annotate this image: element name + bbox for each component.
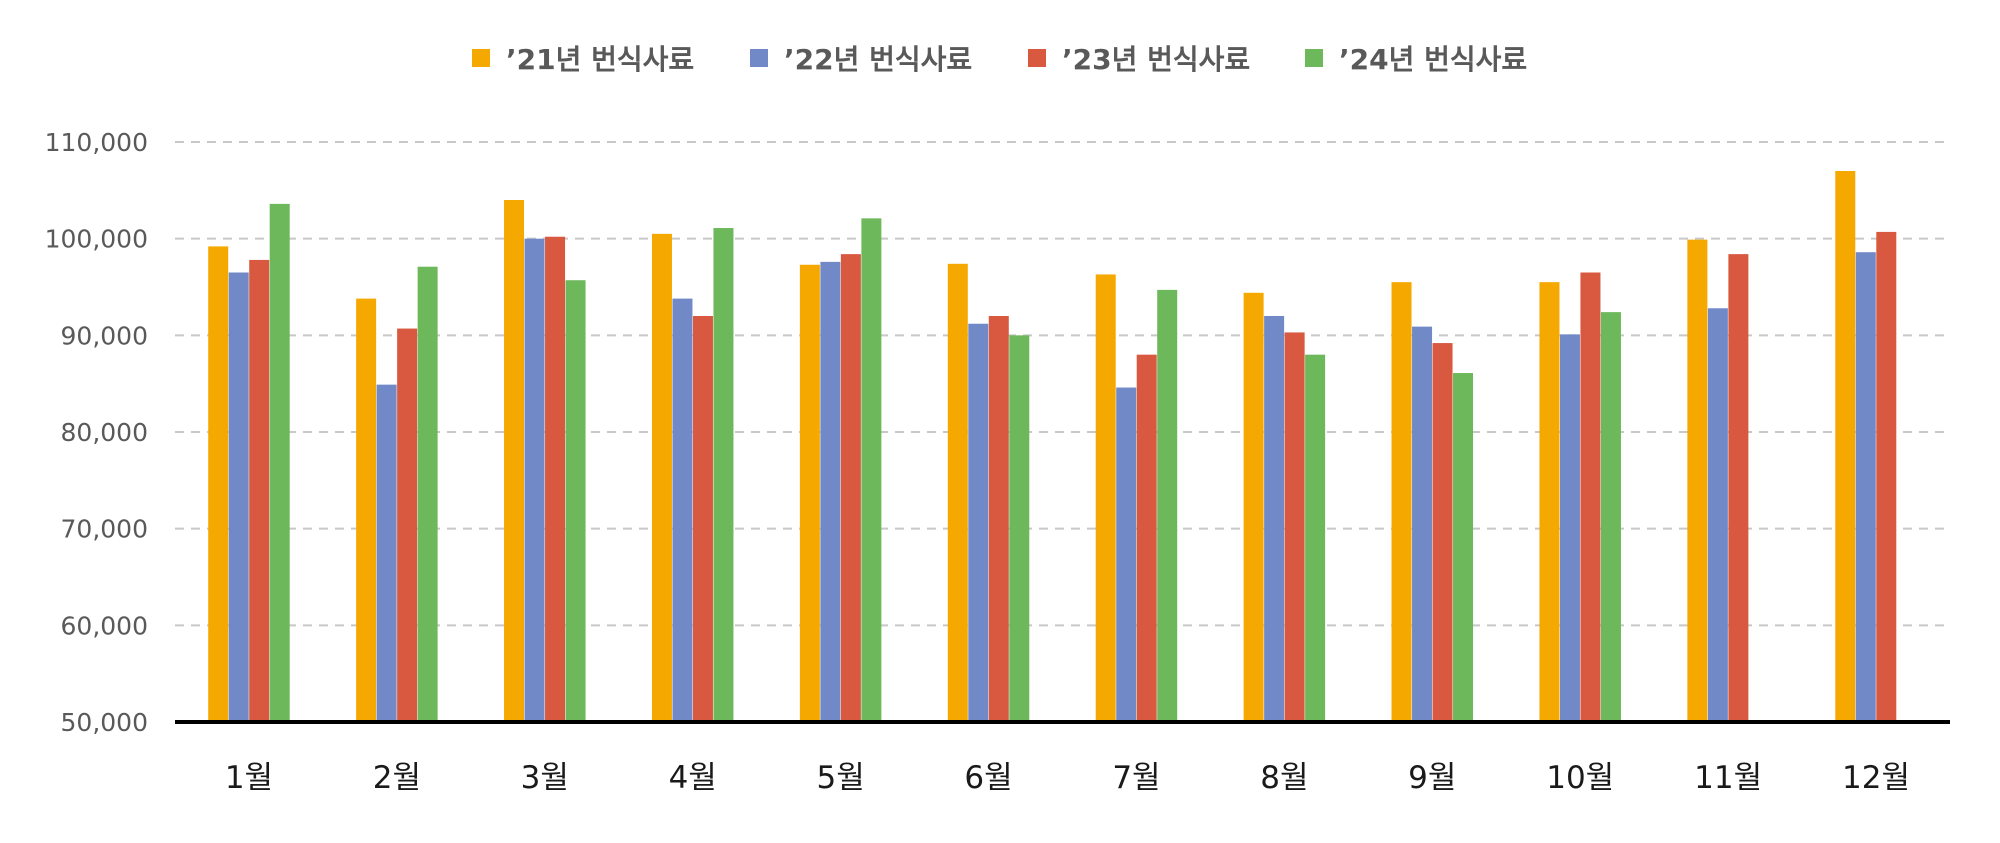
x-tick-label: 6월 [964, 760, 1012, 796]
legend-swatch-1 [472, 49, 490, 67]
bar-2-11 [1707, 308, 1728, 722]
bar-2-8 [1264, 316, 1285, 722]
bar-2-4 [672, 298, 693, 722]
x-tick-label: 1월 [225, 760, 273, 796]
bar-4-9 [1453, 373, 1474, 722]
bar-4-6 [1009, 335, 1030, 722]
x-tick-label: 8월 [1260, 760, 1308, 796]
x-tick-label: 12월 [1842, 760, 1910, 796]
bar-2-7 [1116, 387, 1137, 722]
y-tick-label: 60,000 [61, 611, 148, 640]
bar-3-2 [397, 328, 418, 722]
bar-1-11 [1687, 239, 1708, 722]
bar-2-2 [376, 384, 397, 722]
bar-1-3 [504, 200, 525, 722]
bar-2-12 [1855, 252, 1876, 722]
bar-1-4 [651, 233, 672, 723]
x-axis: 1월 2월 3월 4월 5월 6월 7월 8월 9월 10월 11월 12월 [175, 720, 1950, 796]
bar-3-8 [1284, 332, 1305, 722]
bar-2-1 [228, 272, 249, 722]
y-tick-label: 80,000 [61, 418, 148, 447]
legend-label-1: ’21년 번식사료 [506, 43, 694, 76]
legend-label-4: ’24년 번식사료 [1339, 43, 1527, 76]
bar-1-5 [799, 264, 820, 722]
bar-1-10 [1539, 282, 1560, 722]
y-tick-label: 50,000 [61, 708, 148, 737]
bar-2-5 [820, 261, 841, 722]
bar-4-1 [269, 203, 290, 722]
bar-1-6 [947, 263, 968, 722]
bar-3-12 [1876, 231, 1897, 722]
bar-3-11 [1728, 254, 1749, 722]
bar-2-6 [968, 323, 989, 722]
legend-swatch-3 [1028, 49, 1046, 67]
bar-4-3 [565, 280, 586, 722]
bar-3-3 [545, 236, 566, 722]
legend-label-3: ’23년 번식사료 [1062, 43, 1250, 76]
bar-3-10 [1580, 272, 1601, 722]
x-tick-label: 11월 [1694, 760, 1762, 796]
x-tick-label: 3월 [521, 760, 569, 796]
bar-4-2 [417, 266, 438, 722]
bar-1-2 [356, 298, 377, 722]
y-tick-label: 110,000 [45, 128, 148, 157]
bar-1-7 [1095, 274, 1116, 722]
bar-4-4 [713, 228, 734, 723]
bar-1-8 [1243, 292, 1264, 722]
x-tick-label: 4월 [669, 760, 717, 796]
bar-1-1 [208, 246, 229, 722]
bar-3-7 [1136, 354, 1157, 722]
bar-2-10 [1559, 334, 1580, 722]
x-tick-label: 10월 [1546, 760, 1614, 796]
bar-3-9 [1432, 343, 1453, 722]
bar-1-9 [1391, 282, 1412, 722]
bars [208, 171, 1897, 723]
y-axis: 50,000 60,000 70,000 80,000 90,000 100,000 110… [45, 128, 148, 737]
legend-label-2: ’22년 번식사료 [784, 43, 972, 76]
bar-3-4 [692, 316, 713, 722]
y-tick-label: 90,000 [61, 321, 148, 350]
legend-swatch-2 [750, 49, 768, 67]
bar-4-8 [1305, 354, 1326, 722]
x-tick-label: 2월 [373, 760, 421, 796]
bar-4-5 [861, 218, 882, 722]
gridlines [175, 141, 1950, 627]
y-tick-label: 70,000 [61, 515, 148, 544]
bar-3-6 [988, 316, 1009, 722]
x-tick-label: 7월 [1112, 760, 1160, 796]
x-tick-label: 9월 [1408, 760, 1456, 796]
y-tick-label: 100,000 [45, 225, 148, 254]
bar-2-9 [1412, 326, 1433, 722]
legend: ’21년 번식사료 ’22년 번식사료 ’23년 번식사료 ’24년 번식사료 [472, 43, 1527, 76]
bar-2-3 [524, 238, 545, 722]
bar-4-7 [1157, 289, 1178, 722]
bar-4-10 [1600, 312, 1621, 722]
bar-3-5 [840, 254, 861, 722]
x-tick-label: 5월 [817, 760, 865, 796]
legend-swatch-4 [1305, 49, 1323, 67]
bar-3-1 [249, 259, 270, 722]
bar-1-12 [1835, 171, 1856, 722]
